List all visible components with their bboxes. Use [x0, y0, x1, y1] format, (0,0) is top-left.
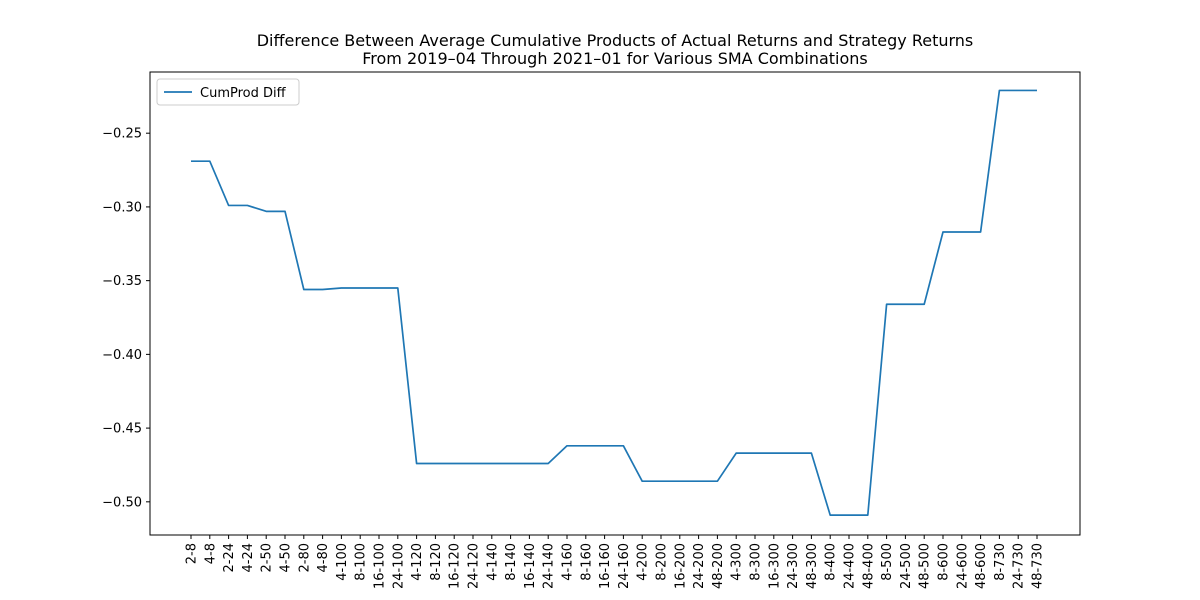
y-tick-label: −0.45	[102, 422, 142, 437]
x-tick-label: 48-200	[711, 543, 726, 589]
x-tick-label: 8-300	[749, 543, 764, 581]
x-tick-label: 48-300	[805, 543, 820, 589]
legend-label: CumProd Diff	[200, 86, 287, 101]
x-tick-label: 24-600	[955, 543, 970, 589]
y-tick-label: −0.25	[102, 127, 142, 142]
x-tick-label: 24-200	[692, 543, 707, 589]
legend: CumProd Diff	[156, 78, 300, 106]
x-tick-label: 8-120	[429, 543, 444, 581]
x-tick-label: 4-50	[279, 543, 294, 573]
x-tick-label: 48-400	[861, 543, 876, 589]
y-axis: −0.25 −0.30 −0.35 −0.40 −0.45 −0.50	[102, 127, 150, 510]
x-tick-label: 8-160	[579, 543, 594, 581]
x-axis: 2-8 4-8 2-24 4-24 2-50 4-50 2-80 4-80 4-100 8-100…	[185, 535, 1046, 589]
x-tick-label: 2-8	[185, 543, 200, 564]
x-tick-label: 16-200	[673, 543, 688, 589]
x-tick-label: 24-120	[467, 543, 482, 589]
series-layer	[191, 89, 1037, 516]
x-tick-label: 8-500	[880, 543, 895, 581]
chart-title: Difference Between Average Cumulative Pr…	[257, 31, 974, 50]
x-tick-label: 4-140	[485, 543, 500, 581]
y-tick-label: −0.50	[102, 495, 142, 510]
x-tick-label: 8-200	[655, 543, 670, 581]
x-tick-label: 48-730	[1031, 543, 1046, 589]
x-tick-label: 24-100	[391, 543, 406, 589]
y-tick-label: −0.40	[102, 348, 142, 363]
x-tick-label: 2-80	[297, 543, 312, 573]
x-tick-label: 4-8	[203, 543, 218, 564]
plot-frame	[149, 71, 1081, 536]
x-tick-label: 4-100	[335, 543, 350, 581]
x-tick-label: 8-140	[504, 543, 519, 581]
x-tick-label: 4-160	[561, 543, 576, 581]
x-tick-label: 48-600	[974, 543, 989, 589]
legend-box	[156, 78, 300, 106]
x-tick-label: 4-200	[636, 543, 651, 581]
x-tick-label: 4-300	[730, 543, 745, 581]
x-tick-label: 8-400	[824, 543, 839, 581]
x-tick-label: 24-500	[899, 543, 914, 589]
x-tick-label: 4-120	[410, 543, 425, 581]
x-tick-label: 2-50	[260, 543, 275, 573]
x-tick-label: 16-300	[767, 543, 782, 589]
x-tick-label: 16-120	[448, 543, 463, 589]
x-tick-label: 16-100	[373, 543, 388, 589]
x-tick-label: 8-730	[993, 543, 1008, 581]
x-tick-label: 16-160	[598, 543, 613, 589]
y-tick-label: −0.30	[102, 200, 142, 215]
y-tick-label: −0.35	[102, 274, 142, 289]
x-tick-label: 16-140	[523, 543, 538, 589]
x-tick-label: 8-100	[354, 543, 369, 581]
x-tick-label: 24-160	[617, 543, 632, 589]
x-tick-label: 2-24	[222, 543, 237, 573]
x-tick-label: 4-80	[316, 543, 331, 573]
x-tick-label: 8-600	[937, 543, 952, 581]
x-tick-label: 4-24	[241, 543, 256, 573]
series-line-0	[191, 89, 1037, 516]
x-tick-label: 48-500	[918, 543, 933, 589]
plot-area	[150, 72, 1080, 535]
x-tick-label: 24-300	[786, 543, 801, 589]
x-tick-label: 24-400	[843, 543, 858, 589]
chart-subtitle: From 2019–04 Through 2021–01 for Various…	[362, 49, 868, 68]
x-tick-label: 24-140	[542, 543, 557, 589]
x-tick-label: 24-730	[1012, 543, 1027, 589]
